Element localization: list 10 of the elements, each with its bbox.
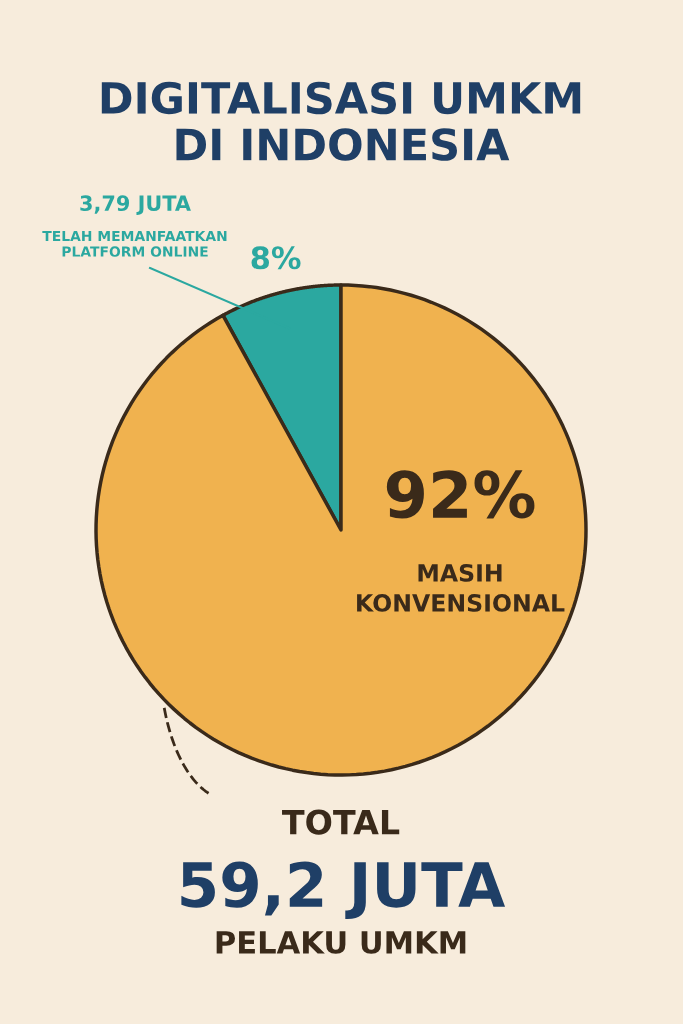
chart-title: DIGITALISASI UMKM DI INDONESIA	[101, 81, 581, 161]
text: TOTAL	[282, 809, 400, 835]
data-label: 92%	[386, 470, 535, 519]
text: PELAKU UMKM	[216, 931, 466, 954]
slice-label: MASIH KONVENSIONAL	[357, 563, 565, 612]
pie-slice	[94, 283, 588, 777]
slice-label: TELAH MEMANFAATKAN PLATFORM ONLINE	[42, 230, 227, 257]
text: 3,79 JUTA	[80, 195, 191, 215]
text: 59,2 JUTA	[181, 861, 506, 920]
data-label: 8%	[251, 246, 301, 270]
